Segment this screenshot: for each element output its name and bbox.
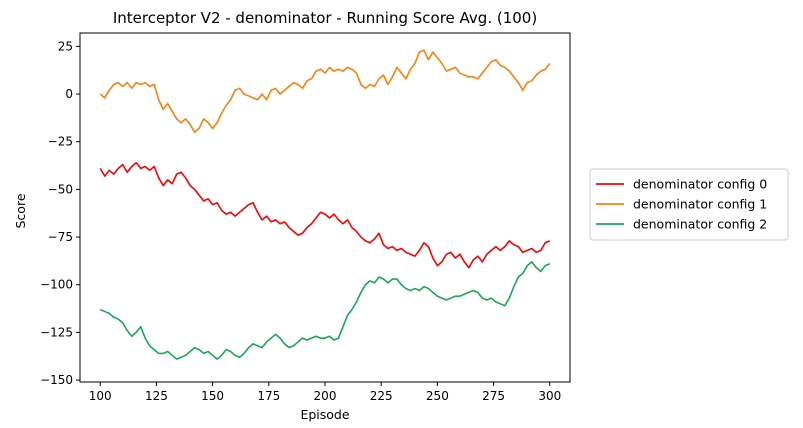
series-line-2	[99, 261, 551, 360]
legend-label-0: denominator config 0	[633, 177, 767, 192]
x-tick-label: 200	[314, 389, 337, 403]
x-tick-label: 100	[89, 389, 112, 403]
chart-title: Interceptor V2 - denominator - Running S…	[113, 9, 537, 27]
y-tick-label: −25	[48, 135, 73, 149]
legend-label-1: denominator config 1	[633, 197, 767, 212]
x-tick-label: 150	[201, 389, 224, 403]
series-line-0	[99, 161, 551, 269]
x-tick-label: 125	[145, 389, 168, 403]
y-tick-label: −100	[40, 278, 73, 292]
y-tick-label: −75	[48, 230, 73, 244]
y-tick-label: 25	[58, 39, 73, 53]
x-tick-label: 225	[370, 389, 393, 403]
y-tick-label: −150	[40, 373, 73, 387]
x-tick-label: 250	[426, 389, 449, 403]
y-axis-title: Score	[13, 193, 28, 228]
y-axis: 25 0 −25 −50 −75 −100 −125 −150	[40, 39, 80, 387]
legend-label-2: denominator config 2	[633, 217, 767, 232]
x-tick-label: 175	[257, 389, 280, 403]
x-tick-label: 300	[538, 389, 561, 403]
x-axis: 100 125 150 175 200 225 250 275 300	[89, 382, 561, 403]
x-axis-title: Episode	[300, 407, 349, 422]
series-lines	[99, 49, 551, 360]
legend: denominator config 0 denominator config 1…	[589, 168, 789, 241]
y-tick-label: 0	[65, 87, 73, 101]
y-tick-label: −125	[40, 325, 73, 339]
series-line-1	[99, 49, 551, 133]
x-tick-label: 275	[482, 389, 505, 403]
legend-box	[589, 168, 789, 241]
y-tick-label: −50	[48, 182, 73, 196]
